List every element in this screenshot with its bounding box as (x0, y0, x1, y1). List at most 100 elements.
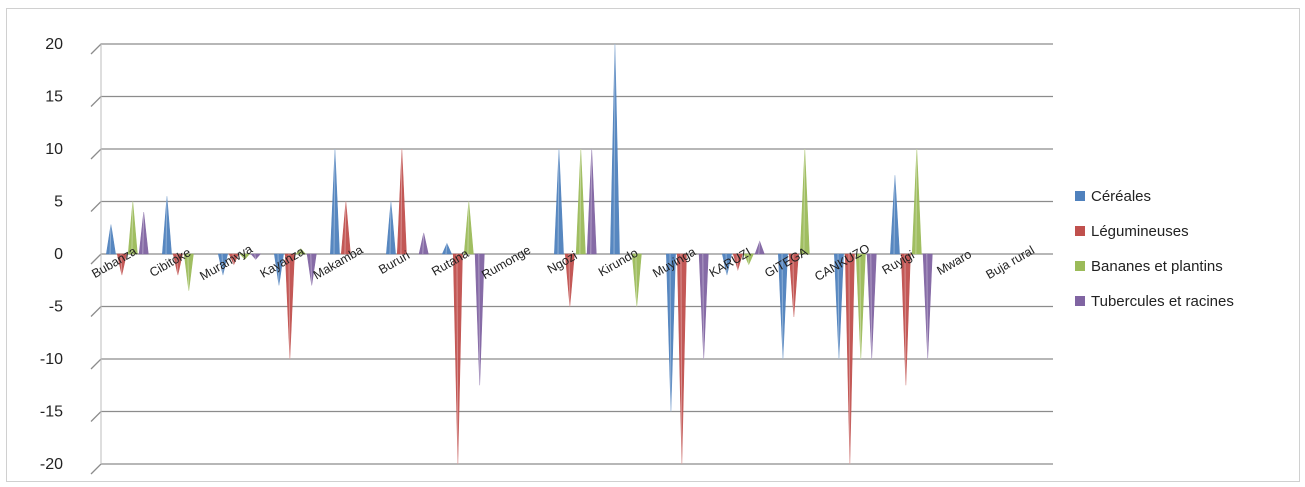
y-tick-label: 5 (54, 194, 63, 211)
chart-frame: -20 -15 -10 -5 0 5 10 15 20 Bubanza Cibitoke Muram… (6, 8, 1300, 482)
bar-highlight (422, 232, 425, 255)
bar-highlight (680, 253, 683, 465)
bar-highlight (254, 253, 257, 260)
bar-highlight (635, 253, 638, 307)
bar-highlight (165, 196, 168, 255)
y-tick-label: -20 (40, 456, 63, 473)
bar-highlight (747, 253, 750, 265)
bar (743, 253, 754, 266)
bar (666, 253, 676, 412)
legend-label: Légumineuses (1091, 223, 1189, 240)
bar (900, 253, 911, 386)
bar-highlight (142, 211, 145, 255)
bar-highlight (310, 253, 313, 286)
bar-highlight (725, 253, 728, 276)
legend-label: Bananes et plantins (1091, 258, 1223, 275)
gridline (90, 200, 1053, 212)
legend-swatch (1075, 261, 1085, 271)
bar (284, 253, 295, 360)
bar-highlight (467, 201, 470, 255)
bar (396, 148, 407, 255)
bar (217, 253, 228, 276)
x-tick-label: Muramvya (197, 242, 255, 283)
bar (799, 148, 810, 255)
bar (844, 253, 855, 465)
bar-highlight (456, 253, 459, 465)
bar (855, 253, 866, 360)
bar (441, 242, 452, 255)
bar (788, 253, 799, 318)
bar-highlight (400, 148, 403, 255)
bar-highlight (837, 253, 840, 360)
bar-highlight (736, 253, 739, 270)
y-tick-label: -10 (40, 351, 63, 368)
legend-swatch (1075, 191, 1085, 201)
bar (250, 253, 261, 260)
y-axis-ticks: -20 -15 -10 -5 0 5 10 15 20 (40, 36, 63, 473)
bar-highlight (702, 253, 705, 360)
bar (698, 253, 709, 360)
bar-highlight (781, 253, 784, 360)
bar (306, 253, 317, 286)
bar (721, 253, 732, 276)
bar (834, 253, 844, 360)
bar (452, 253, 463, 465)
bar-highlight (859, 253, 862, 360)
bar (172, 253, 183, 276)
y-tick-label: -15 (40, 404, 63, 421)
bar-highlight (904, 253, 907, 386)
bar (340, 201, 351, 255)
bar (586, 148, 597, 255)
y-tick-label: 20 (45, 36, 63, 53)
bar (922, 253, 933, 360)
bar (330, 148, 340, 255)
bar (463, 201, 474, 255)
bar (106, 224, 116, 255)
bar (778, 253, 788, 360)
bar (474, 253, 485, 386)
x-tick-label: Mwaro (934, 247, 974, 278)
bar-highlight (344, 201, 347, 255)
bar (386, 201, 396, 255)
bar (564, 253, 575, 307)
bar-highlight (187, 253, 190, 291)
bar-highlight (131, 201, 134, 255)
bar-highlight (792, 253, 795, 318)
bar (274, 253, 284, 286)
bar-highlight (109, 224, 112, 255)
bar (866, 253, 877, 360)
gridline (90, 95, 1053, 107)
bar (631, 253, 642, 307)
bar-highlight (557, 148, 560, 255)
bar-highlight (243, 253, 246, 260)
gridline (90, 358, 1053, 370)
bar (754, 240, 765, 255)
bar-highlight (893, 175, 896, 255)
x-tick-label: Buja rural (984, 243, 1037, 282)
bar-highlight (176, 253, 179, 276)
bar-highlight (590, 148, 593, 255)
y-tick-label: 10 (45, 141, 63, 158)
bar (418, 232, 429, 255)
bar-highlight (333, 148, 336, 255)
bar (554, 148, 564, 255)
bar (138, 211, 149, 255)
bar (162, 196, 172, 255)
bar-highlight (299, 248, 302, 255)
bar-highlight (803, 148, 806, 255)
bar (116, 253, 127, 276)
y-tick-label: 15 (45, 89, 63, 106)
bar-highlight (848, 253, 851, 465)
bar (295, 248, 307, 255)
bar-highlight (758, 241, 761, 255)
legend-swatch (1075, 226, 1085, 236)
legend-swatch (1075, 296, 1085, 306)
bar-highlight (232, 253, 235, 265)
gridline (90, 463, 1053, 475)
gridline (90, 148, 1053, 160)
bar (732, 253, 743, 271)
bar-highlight (221, 253, 224, 276)
bar (890, 175, 900, 255)
gridline (90, 410, 1053, 422)
